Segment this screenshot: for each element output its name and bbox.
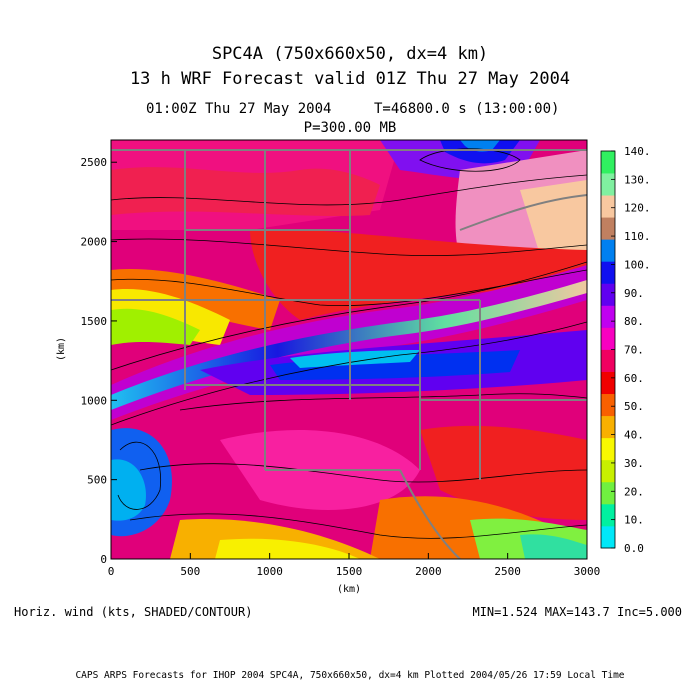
colorbar-label: 130. <box>624 173 651 186</box>
colorbar-label: 60. <box>624 372 644 385</box>
x-tick-label: 2500 <box>494 565 521 578</box>
y-tick-label: 500 <box>87 474 107 487</box>
y-tick-label: 0 <box>100 553 107 566</box>
colorbar-label: 90. <box>624 287 644 300</box>
x-tick-label: 2000 <box>415 565 442 578</box>
colorbar-label: 50. <box>624 400 644 413</box>
colorbar-swatch <box>601 261 615 284</box>
x-tick-label: 3000 <box>574 565 601 578</box>
field-jet-core <box>111 280 587 410</box>
y-tick-label: 1500 <box>81 315 108 328</box>
colorbar-label: 70. <box>624 344 644 357</box>
x-tick-label: 1500 <box>336 565 363 578</box>
colorbar-label: 80. <box>624 315 644 328</box>
valid-time-label: 01:00Z Thu 27 May 2004 <box>146 101 332 117</box>
colorbar-swatch <box>601 217 615 240</box>
colorbar-swatch <box>601 283 615 306</box>
wind-speed-chart: 0 500 1000 1500 2000 2500 3000 0 500 1000 1500 200… <box>56 139 651 595</box>
contour-line <box>111 321 587 426</box>
colorbar-swatch <box>601 195 615 218</box>
colorbar-swatch <box>601 173 615 196</box>
colorbar-label: 0.0 <box>624 542 644 555</box>
colorbar-label: 140. <box>624 145 651 158</box>
contour-line <box>117 441 162 510</box>
model-time-label: T=46800.0 s (13:00:00) <box>374 101 560 117</box>
colorbar-swatch <box>601 239 615 262</box>
contour-lines <box>111 148 587 539</box>
colorbar-label: 10. <box>624 514 644 527</box>
border-line <box>459 194 587 231</box>
wind-field <box>111 140 587 559</box>
field-core-ne <box>440 140 520 164</box>
colorbar: 0.0 10. 20. 30. 40. 50. 60. 70. 80. 90. 100. 110. 12… <box>600 145 651 555</box>
colorbar-label: 100. <box>624 258 651 271</box>
field-region-se-teal <box>520 534 587 559</box>
y-tick-label: 2000 <box>81 236 108 249</box>
colorbar-swatch <box>601 415 615 439</box>
y-axis-label: (km) <box>56 337 67 361</box>
field-region-se-red <box>420 425 587 520</box>
colorbar-swatch <box>601 151 615 174</box>
colorbar-swatch <box>601 437 615 461</box>
x-tick-label: 0 <box>108 565 115 578</box>
contour-line <box>179 393 587 411</box>
field-band-south-blue <box>270 350 520 380</box>
y-tick-label: 2500 <box>81 156 108 169</box>
colorbar-label: 120. <box>624 202 651 215</box>
field-stats: MIN=1.524 MAX=143.7 Inc=5.000 <box>472 605 682 619</box>
colorbar-swatch <box>601 393 615 417</box>
field-region-ne-peach <box>520 180 587 255</box>
field-band-nw <box>111 167 380 217</box>
colorbar-swatch <box>601 525 615 549</box>
x-axis-label: (km) <box>337 584 361 595</box>
x-axis: 0 500 1000 1500 2000 2500 3000 <box>108 553 601 578</box>
colorbar-label: 110. <box>624 230 651 243</box>
contour-line <box>111 261 587 371</box>
pressure-level-label: P=300.00 MB <box>303 120 397 136</box>
colorbar-label: 30. <box>624 457 644 470</box>
forecast-title: 13 h WRF Forecast valid 01Z Thu 27 May 2… <box>129 69 571 89</box>
state-borders <box>111 149 587 559</box>
colorbar-label: 20. <box>624 485 644 498</box>
field-band-central-red <box>250 229 587 320</box>
colorbar-label: 40. <box>624 429 644 442</box>
field-region-south-yellow <box>215 538 360 559</box>
colorbar-swatch <box>601 503 615 527</box>
credit-line: CAPS ARPS Forecasts for IHOP 2004 SPC4A,… <box>75 670 625 681</box>
colorbar-swatch <box>601 371 615 395</box>
contour-line <box>129 513 587 539</box>
variable-label: Horiz. wind (kts, SHADED/CONTOUR) <box>14 605 253 619</box>
x-tick-label: 1000 <box>256 565 283 578</box>
field-region-sw-cyan <box>111 459 146 521</box>
colorbar-swatch <box>601 327 615 350</box>
colorbar-swatch <box>601 305 615 328</box>
colorbar-swatch <box>601 481 615 505</box>
figure-title: SPC4A (750x660x50, dx=4 km) <box>211 44 489 64</box>
y-tick-label: 1000 <box>81 394 108 407</box>
contour-line <box>139 463 587 483</box>
colorbar-swatch <box>601 349 615 372</box>
field-band-west-green <box>111 308 200 345</box>
field-band-south-cyan <box>290 350 420 368</box>
contour-line <box>111 174 587 206</box>
x-tick-label: 500 <box>180 565 200 578</box>
contour-line <box>111 238 587 257</box>
border-line <box>399 469 461 559</box>
colorbar-swatch <box>601 459 615 483</box>
y-axis: 0 500 1000 1500 2000 2500 <box>81 156 117 566</box>
